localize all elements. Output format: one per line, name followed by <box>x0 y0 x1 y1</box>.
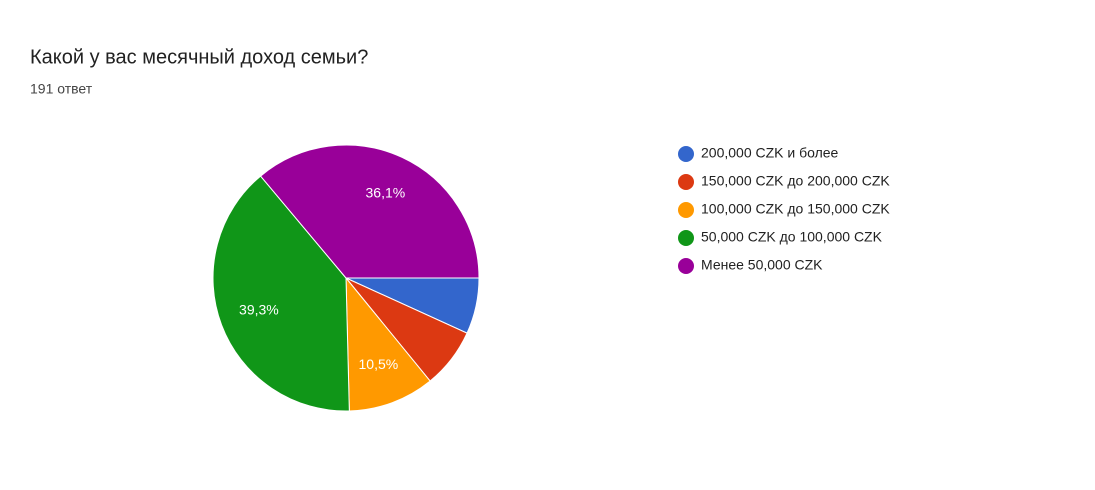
legend-label: 150,000 CZK до 200,000 CZK <box>701 173 890 189</box>
legend-label: 200,000 CZK и более <box>701 145 839 161</box>
pie-slice <box>259 144 480 279</box>
legend-swatch <box>678 202 694 218</box>
chart-subtitle: 191 ответ <box>30 81 93 97</box>
pie-slice <box>212 175 350 412</box>
legend-label: 100,000 CZK до 150,000 CZK <box>701 201 890 217</box>
legend-swatch <box>678 146 694 162</box>
legend-swatch <box>678 174 694 190</box>
legend-label: 50,000 CZK до 100,000 CZK <box>701 229 883 245</box>
legend-label: Менее 50,000 CZK <box>701 257 823 273</box>
legend-swatch <box>678 258 694 274</box>
chart-title: Какой у вас месячный доход семьи? <box>30 46 368 68</box>
legend-swatch <box>678 230 694 246</box>
slice-label: 39,3% <box>239 302 279 318</box>
pie-slice <box>345 276 431 412</box>
slice-label: 10,5% <box>359 356 399 372</box>
slice-label: 36,1% <box>366 184 406 200</box>
